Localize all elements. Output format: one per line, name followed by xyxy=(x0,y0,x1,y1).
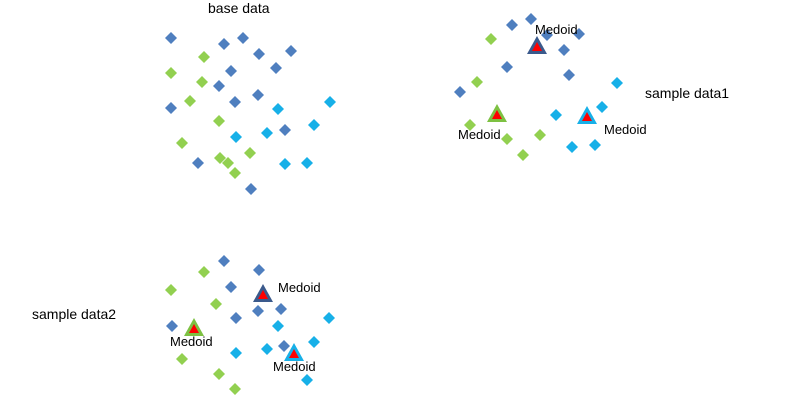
sample2-point-16 xyxy=(272,320,284,332)
sample1-medoid-green xyxy=(487,104,507,122)
base-point-10 xyxy=(165,102,177,114)
sample1-medoid-cyan xyxy=(577,106,597,124)
sample2-point-9 xyxy=(165,284,177,296)
sample2-point-7 xyxy=(278,340,290,352)
base-point-15 xyxy=(165,67,177,79)
sample2-point-13 xyxy=(229,383,241,395)
sample1-point-11 xyxy=(501,133,513,145)
sample1-medoid-dark xyxy=(527,36,547,54)
medoid-label-s1-green: Medoid xyxy=(458,127,501,142)
sample2-point-18 xyxy=(230,347,242,359)
base-point-3 xyxy=(253,48,265,60)
base-point-0 xyxy=(165,32,177,44)
sample-data1-label: sample data1 xyxy=(645,85,730,101)
base-point-13 xyxy=(245,183,257,195)
sample1-point-5 xyxy=(501,61,513,73)
base-data-label: base data xyxy=(208,0,270,16)
medoid-label-s1-cyan: Medoid xyxy=(604,122,647,137)
sample2-medoid-dark xyxy=(253,284,273,302)
sample2-medoid-green xyxy=(184,318,204,336)
base-point-4 xyxy=(285,45,297,57)
sample-data2-label: sample data2 xyxy=(32,306,117,322)
sample1-point-14 xyxy=(611,77,623,89)
sample2-point-11 xyxy=(176,353,188,365)
sample1-point-8 xyxy=(485,33,497,45)
base-point-16 xyxy=(196,76,208,88)
medoid-label-s2-cyan: Medoid xyxy=(273,359,316,374)
sample1-point-1 xyxy=(506,19,518,31)
medoid-label-s2-dark: Medoid xyxy=(278,280,321,295)
base-point-19 xyxy=(176,137,188,149)
base-point-24 xyxy=(324,96,336,108)
sample1-point-4 xyxy=(558,44,570,56)
base-point-30 xyxy=(279,158,291,170)
base-point-11 xyxy=(279,124,291,136)
sample2-point-2 xyxy=(225,281,237,293)
sample1-point-13 xyxy=(517,149,529,161)
base-point-5 xyxy=(225,65,237,77)
sample2-point-3 xyxy=(275,303,287,315)
base-point-12 xyxy=(192,157,204,169)
base-point-25 xyxy=(272,103,284,115)
sample1-point-0 xyxy=(525,13,537,25)
base-point-1 xyxy=(218,38,230,50)
sample1-point-7 xyxy=(454,86,466,98)
base-point-28 xyxy=(230,131,242,143)
base-point-7 xyxy=(213,80,225,92)
base-point-22 xyxy=(229,167,241,179)
base-point-27 xyxy=(261,127,273,139)
medoid-label-s1-dark: Medoid xyxy=(535,22,578,37)
sample1-point-15 xyxy=(596,101,608,113)
sample2-point-19 xyxy=(301,374,313,386)
base-point-9 xyxy=(229,96,241,108)
sample1-point-17 xyxy=(566,141,578,153)
sample2-point-8 xyxy=(198,266,210,278)
sample2-point-1 xyxy=(253,264,265,276)
base-point-26 xyxy=(308,119,320,131)
base-point-6 xyxy=(270,62,282,74)
sample2-point-10 xyxy=(210,298,222,310)
sample2-point-15 xyxy=(308,336,320,348)
sample1-point-12 xyxy=(534,129,546,141)
sample1-point-16 xyxy=(550,109,562,121)
sample2-point-4 xyxy=(252,305,264,317)
base-point-17 xyxy=(184,95,196,107)
sample2-point-14 xyxy=(323,312,335,324)
base-point-23 xyxy=(222,157,234,169)
sample1-point-10 xyxy=(464,119,476,131)
sample2-point-12 xyxy=(213,368,225,380)
sample1-point-9 xyxy=(471,76,483,88)
sample2-medoid-cyan xyxy=(284,343,304,361)
sample2-point-5 xyxy=(230,312,242,324)
sample1-point-3 xyxy=(573,28,585,40)
sample1-point-18 xyxy=(589,139,601,151)
sample2-point-17 xyxy=(261,343,273,355)
sample1-point-2 xyxy=(541,29,553,41)
sample1-point-6 xyxy=(563,69,575,81)
base-point-18 xyxy=(213,115,225,127)
base-point-20 xyxy=(214,152,226,164)
base-point-14 xyxy=(198,51,210,63)
base-point-2 xyxy=(237,32,249,44)
base-point-8 xyxy=(252,89,264,101)
base-point-21 xyxy=(244,147,256,159)
sample2-point-6 xyxy=(166,320,178,332)
base-point-29 xyxy=(301,157,313,169)
sample2-point-0 xyxy=(218,255,230,267)
medoid-label-s2-green: Medoid xyxy=(170,334,213,349)
